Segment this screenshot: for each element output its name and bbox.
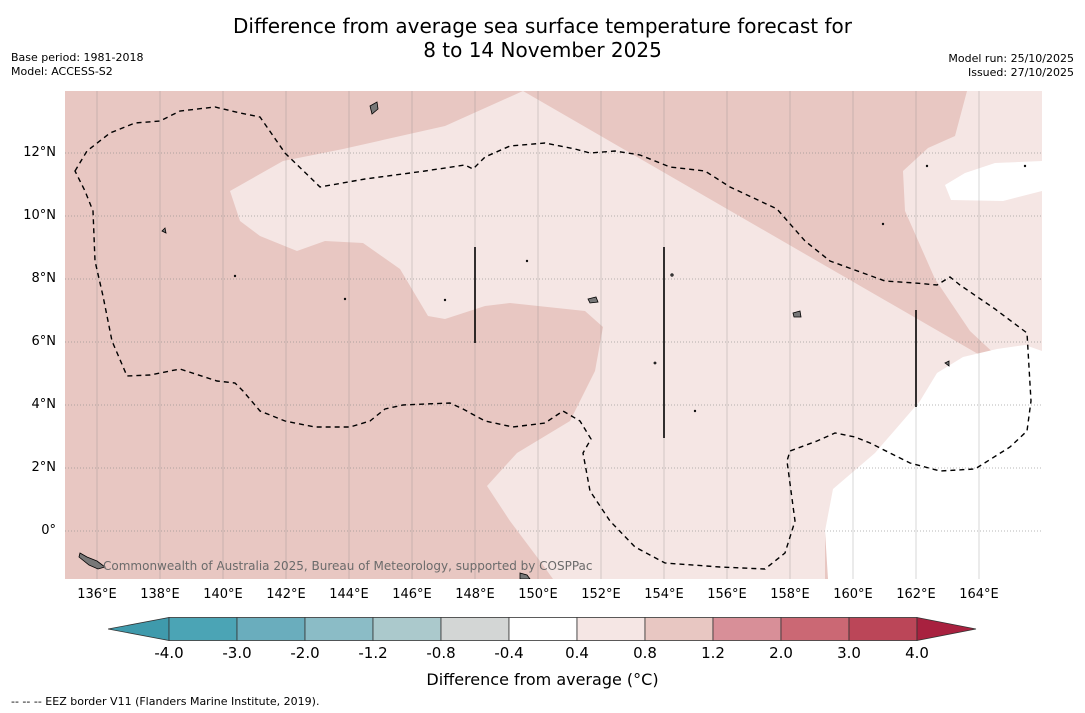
colorbar-tick: -2.0 bbox=[290, 644, 320, 662]
copyright-notice: Commonwealth of Australia 2025, Bureau o… bbox=[103, 559, 593, 573]
island-guam bbox=[369, 101, 379, 115]
colorbar-cell bbox=[508, 617, 578, 641]
lon-label: 160°E bbox=[833, 587, 873, 602]
lat-label: 2°N bbox=[31, 460, 57, 475]
colorbar-cell bbox=[304, 617, 374, 641]
colorbar-cell bbox=[168, 617, 238, 641]
island-south-coast bbox=[519, 572, 531, 579]
island-chuuk bbox=[587, 296, 599, 304]
lon-label: 156°E bbox=[707, 587, 747, 602]
lon-label: 148°E bbox=[455, 587, 495, 602]
island-dot bbox=[233, 274, 237, 278]
colorbar-cell bbox=[576, 617, 646, 641]
lat-label: 4°N bbox=[31, 397, 57, 412]
model-run: Model run: 25/10/2025 bbox=[948, 52, 1074, 65]
lon-label: 150°E bbox=[518, 587, 558, 602]
lon-label: 164°E bbox=[959, 587, 999, 602]
island-pohnpei bbox=[792, 310, 802, 318]
chart-title: Difference from average sea surface temp… bbox=[0, 14, 1085, 62]
colorbar-tick: 0.8 bbox=[633, 644, 657, 662]
eez-footnote: -- -- -- EEZ border V11 (Flanders Marine… bbox=[11, 695, 320, 708]
colorbar-cell bbox=[372, 617, 442, 641]
island-dot bbox=[443, 298, 447, 302]
colorbar-cell bbox=[440, 617, 510, 641]
colorbar-tick: 2.0 bbox=[769, 644, 793, 662]
island-dot bbox=[653, 361, 657, 365]
lon-label: 142°E bbox=[266, 587, 306, 602]
lon-label: 154°E bbox=[644, 587, 684, 602]
island-dot bbox=[693, 409, 697, 413]
island-new-guinea-coast bbox=[78, 552, 106, 570]
issued-date: Issued: 27/10/2025 bbox=[967, 66, 1074, 79]
model-name: Model: ACCESS-S2 bbox=[11, 65, 113, 78]
colorbar-cell bbox=[848, 617, 918, 641]
island-yap bbox=[161, 227, 167, 234]
lon-label: 146°E bbox=[392, 587, 432, 602]
colorbar-extension-low bbox=[108, 617, 170, 641]
colorbar-cell bbox=[712, 617, 782, 641]
lat-label: 6°N bbox=[31, 334, 57, 349]
island-dot bbox=[881, 222, 885, 226]
island-dot bbox=[670, 273, 674, 277]
eez-border-line bbox=[74, 106, 1032, 570]
lat-label: 10°N bbox=[23, 208, 56, 223]
lon-label: 136°E bbox=[77, 587, 117, 602]
lon-label: 144°E bbox=[329, 587, 369, 602]
colorbar-cell bbox=[236, 617, 306, 641]
lon-label: 138°E bbox=[140, 587, 180, 602]
colorbar-tick: -1.2 bbox=[358, 644, 388, 662]
lat-label: 12°N bbox=[23, 145, 56, 160]
colorbar bbox=[108, 617, 977, 641]
latitude-gridlines bbox=[65, 152, 1042, 532]
anomaly-region-0-4-to-0-8 bbox=[230, 91, 1042, 579]
base-period: Base period: 1981-2018 bbox=[11, 51, 144, 64]
colorbar-tick: -4.0 bbox=[154, 644, 184, 662]
meta-left: Base period: 1981-2018 Model: ACCESS-S2 bbox=[11, 51, 143, 79]
island-kosrae bbox=[944, 360, 950, 367]
colorbar-tick: 0.4 bbox=[565, 644, 589, 662]
neutral-region-north bbox=[945, 161, 1042, 201]
island-dot bbox=[525, 259, 529, 263]
title-line-1: Difference from average sea surface temp… bbox=[232, 14, 852, 38]
colorbar-cell bbox=[780, 617, 850, 641]
colorbar-tick: 3.0 bbox=[837, 644, 861, 662]
map-svg bbox=[65, 91, 1042, 579]
neutral-region-south bbox=[825, 345, 1042, 579]
colorbar-title: Difference from average (°C) bbox=[426, 670, 659, 689]
longitude-gridlines bbox=[96, 91, 980, 579]
meta-right: Model run: 25/10/2025 Issued: 27/10/2025 bbox=[948, 52, 1074, 80]
colorbar-extension-high bbox=[916, 617, 977, 641]
colorbar-tick: 4.0 bbox=[905, 644, 929, 662]
colorbar-cells bbox=[108, 617, 977, 641]
lon-label: 162°E bbox=[896, 587, 936, 602]
lat-label: 8°N bbox=[31, 271, 57, 286]
eez-cut-lines bbox=[474, 247, 917, 438]
colorbar-cell bbox=[644, 617, 714, 641]
islands bbox=[78, 101, 1027, 579]
lon-label: 140°E bbox=[203, 587, 243, 602]
map-panel bbox=[65, 91, 1042, 579]
island-dot bbox=[1023, 164, 1027, 168]
island-dot bbox=[925, 164, 929, 168]
colorbar-tick: -3.0 bbox=[222, 644, 252, 662]
lat-label: 0° bbox=[41, 523, 56, 538]
colorbar-tick: -0.4 bbox=[494, 644, 524, 662]
colorbar-tick: -0.8 bbox=[426, 644, 456, 662]
lon-label: 152°E bbox=[581, 587, 621, 602]
island-dot bbox=[343, 297, 347, 301]
colorbar-tick: 1.2 bbox=[701, 644, 725, 662]
title-line-2: 8 to 14 November 2025 bbox=[423, 38, 662, 62]
lon-label: 158°E bbox=[770, 587, 810, 602]
